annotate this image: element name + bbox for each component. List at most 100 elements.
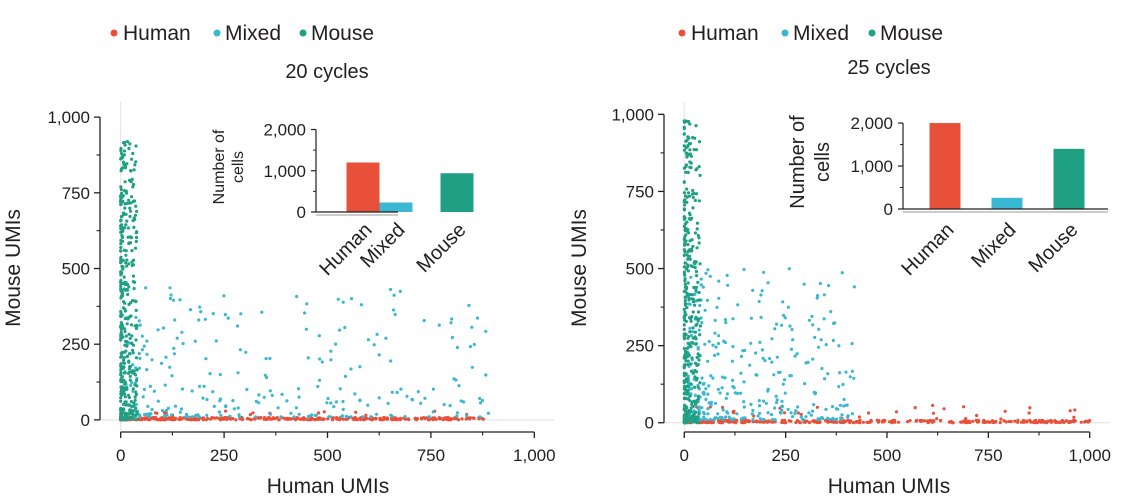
data-point-mouse <box>131 263 135 267</box>
data-point-human <box>277 418 281 422</box>
data-point-mixed <box>141 395 145 399</box>
data-point-human <box>889 419 893 424</box>
data-point-mixed <box>841 382 845 387</box>
data-point-mixed <box>731 345 735 349</box>
data-point-mixed <box>437 323 441 327</box>
data-point-mixed <box>793 411 797 416</box>
data-point-mixed <box>193 339 197 343</box>
data-point-mouse <box>119 406 123 411</box>
data-point-human <box>925 419 929 423</box>
data-point-human <box>262 417 266 421</box>
data-point-mouse <box>127 332 131 336</box>
data-point-mouse <box>694 285 699 289</box>
data-point-human <box>964 417 968 421</box>
data-point-mixed <box>431 410 435 414</box>
data-point-mixed <box>686 302 691 306</box>
data-point-human <box>1073 408 1077 412</box>
data-point-mixed <box>374 412 379 416</box>
data-point-human <box>747 420 751 424</box>
data-point-mixed <box>731 384 735 389</box>
legend: Human Mixed Mouse <box>678 22 943 45</box>
data-point-mixed <box>310 413 314 417</box>
data-point-mixed <box>725 410 729 414</box>
data-point-mixed <box>713 416 717 420</box>
data-point-mixed <box>730 359 735 363</box>
data-point-mixed <box>829 310 833 314</box>
data-point-mixed <box>239 312 243 316</box>
data-point-mixed <box>731 378 735 382</box>
data-point-human <box>362 418 366 422</box>
data-point-mixed <box>777 370 781 374</box>
data-point-human <box>1003 409 1007 413</box>
data-point-mixed <box>145 368 149 372</box>
data-point-mouse <box>119 185 123 189</box>
data-point-mixed <box>818 281 823 286</box>
chart-title: 25 cycles <box>847 57 930 79</box>
data-point-mouse <box>125 219 129 223</box>
data-point-mouse <box>689 154 693 158</box>
panel-25-cycles: Human Mixed Mouse 25 cycles 0 250 500 750 1,… <box>568 22 1111 498</box>
data-point-mixed <box>709 400 714 404</box>
data-point-mixed <box>773 327 777 331</box>
data-point-mixed <box>815 296 819 300</box>
data-point-mouse <box>123 226 127 230</box>
data-point-mixed <box>366 403 370 407</box>
data-point-mouse <box>128 352 132 356</box>
data-point-mouse <box>686 397 690 401</box>
data-point-mouse <box>692 399 696 403</box>
data-point-human <box>364 417 368 421</box>
data-point-mixed <box>811 323 815 327</box>
data-point-mixed <box>218 373 222 377</box>
data-point-mixed <box>142 387 146 391</box>
data-point-mixed <box>713 331 717 335</box>
data-point-mouse <box>683 295 687 299</box>
data-point-mouse <box>120 223 124 227</box>
data-point-mixed <box>289 411 293 415</box>
data-point-human <box>403 417 408 421</box>
data-point-human <box>283 417 287 421</box>
data-point-mixed <box>774 394 778 398</box>
data-point-mouse <box>135 410 139 414</box>
data-point-mouse <box>688 316 692 320</box>
data-point-human <box>259 416 263 420</box>
y-tick-label: 750 <box>62 184 90 203</box>
data-point-mixed <box>775 355 779 359</box>
data-point-human <box>849 419 853 423</box>
data-point-mixed <box>145 412 149 416</box>
y-tick-label: 0 <box>645 414 654 433</box>
data-point-mixed <box>268 356 272 361</box>
data-point-mixed <box>782 313 786 317</box>
data-point-human <box>968 420 972 425</box>
data-point-human <box>931 411 936 415</box>
data-point-human <box>877 419 881 423</box>
data-point-mixed <box>164 355 168 359</box>
data-point-mouse <box>689 382 693 386</box>
data-point-mixed <box>257 401 261 405</box>
data-point-mouse <box>134 235 139 240</box>
data-point-mouse <box>122 275 126 279</box>
data-point-mixed <box>794 409 798 413</box>
data-point-mixed <box>850 342 854 346</box>
data-point-mixed <box>334 342 338 346</box>
data-point-mixed <box>822 293 826 297</box>
data-point-mixed <box>190 389 194 393</box>
data-point-mouse <box>690 216 694 220</box>
data-point-human <box>215 416 219 420</box>
data-point-mouse <box>684 410 688 414</box>
data-point-mouse <box>697 241 701 245</box>
data-point-human <box>355 417 359 421</box>
data-point-mouse <box>693 262 697 266</box>
data-point-mouse <box>124 400 128 404</box>
data-point-human <box>1025 420 1029 424</box>
data-point-mouse <box>686 243 690 247</box>
data-point-mixed <box>326 396 330 401</box>
data-point-mouse <box>132 258 136 262</box>
data-point-mouse <box>698 262 702 266</box>
data-point-mixed <box>689 275 693 279</box>
data-point-mouse <box>134 356 138 360</box>
y-axis-label: Mouse UMIs <box>568 209 591 327</box>
data-point-mouse <box>691 326 695 330</box>
data-point-mixed <box>219 413 223 417</box>
data-point-human <box>344 417 348 421</box>
